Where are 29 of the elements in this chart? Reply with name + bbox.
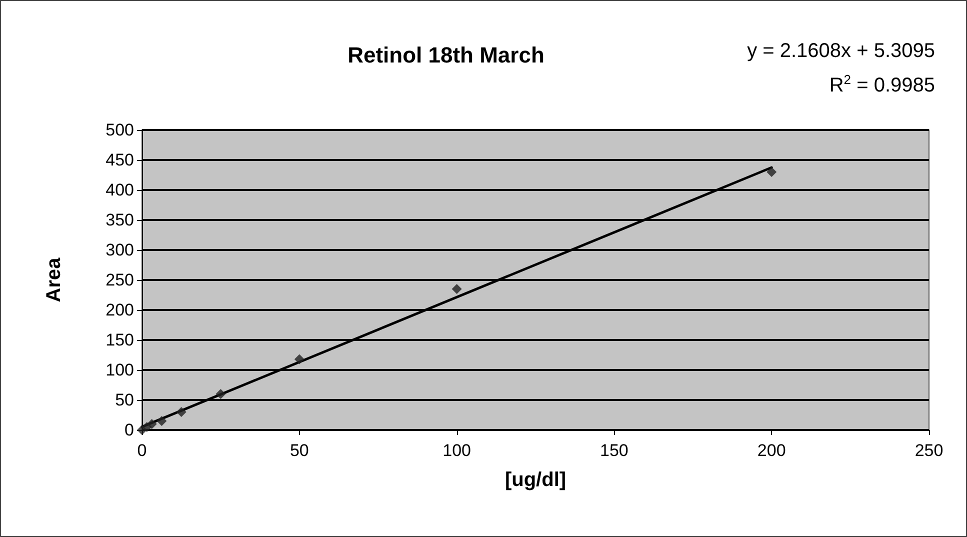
x-axis-title: [ug/dl] <box>504 469 566 491</box>
text: y = 2.1608x + 5.3095 <box>747 40 935 63</box>
point <box>294 354 304 364</box>
y-tick-label: 150 <box>106 330 134 350</box>
point <box>156 416 167 426</box>
point <box>766 167 777 177</box>
point <box>176 407 186 417</box>
x-tick-label: 200 <box>757 441 786 460</box>
point <box>146 419 157 429</box>
y-tick-label: 450 <box>106 150 134 170</box>
y-tick-label: 300 <box>106 240 134 260</box>
x-tick-label: 150 <box>600 441 628 460</box>
y-tick-label: 500 <box>106 120 134 140</box>
point <box>452 284 462 294</box>
x-tick-label: 50 <box>290 441 309 460</box>
point <box>216 389 226 399</box>
y-tick-label: 200 <box>106 300 134 320</box>
y-tick-label: 400 <box>106 180 134 200</box>
x-tick-label: 250 <box>914 441 944 460</box>
y-tick-label: 50 <box>115 390 134 410</box>
chart-title: Retinol 18th March <box>348 42 544 68</box>
y-tick-label: 350 <box>106 210 134 230</box>
y-tick-label: 0 <box>124 420 134 440</box>
x-tick-label: 100 <box>442 441 471 460</box>
y-tick-label: 250 <box>106 270 134 290</box>
x-tick-label: 0 <box>137 441 147 460</box>
y-tick-label: 100 <box>106 360 134 380</box>
y-axis-title: Area <box>43 256 65 302</box>
text: R$^{2}$ = 0.9985 <box>829 72 935 98</box>
